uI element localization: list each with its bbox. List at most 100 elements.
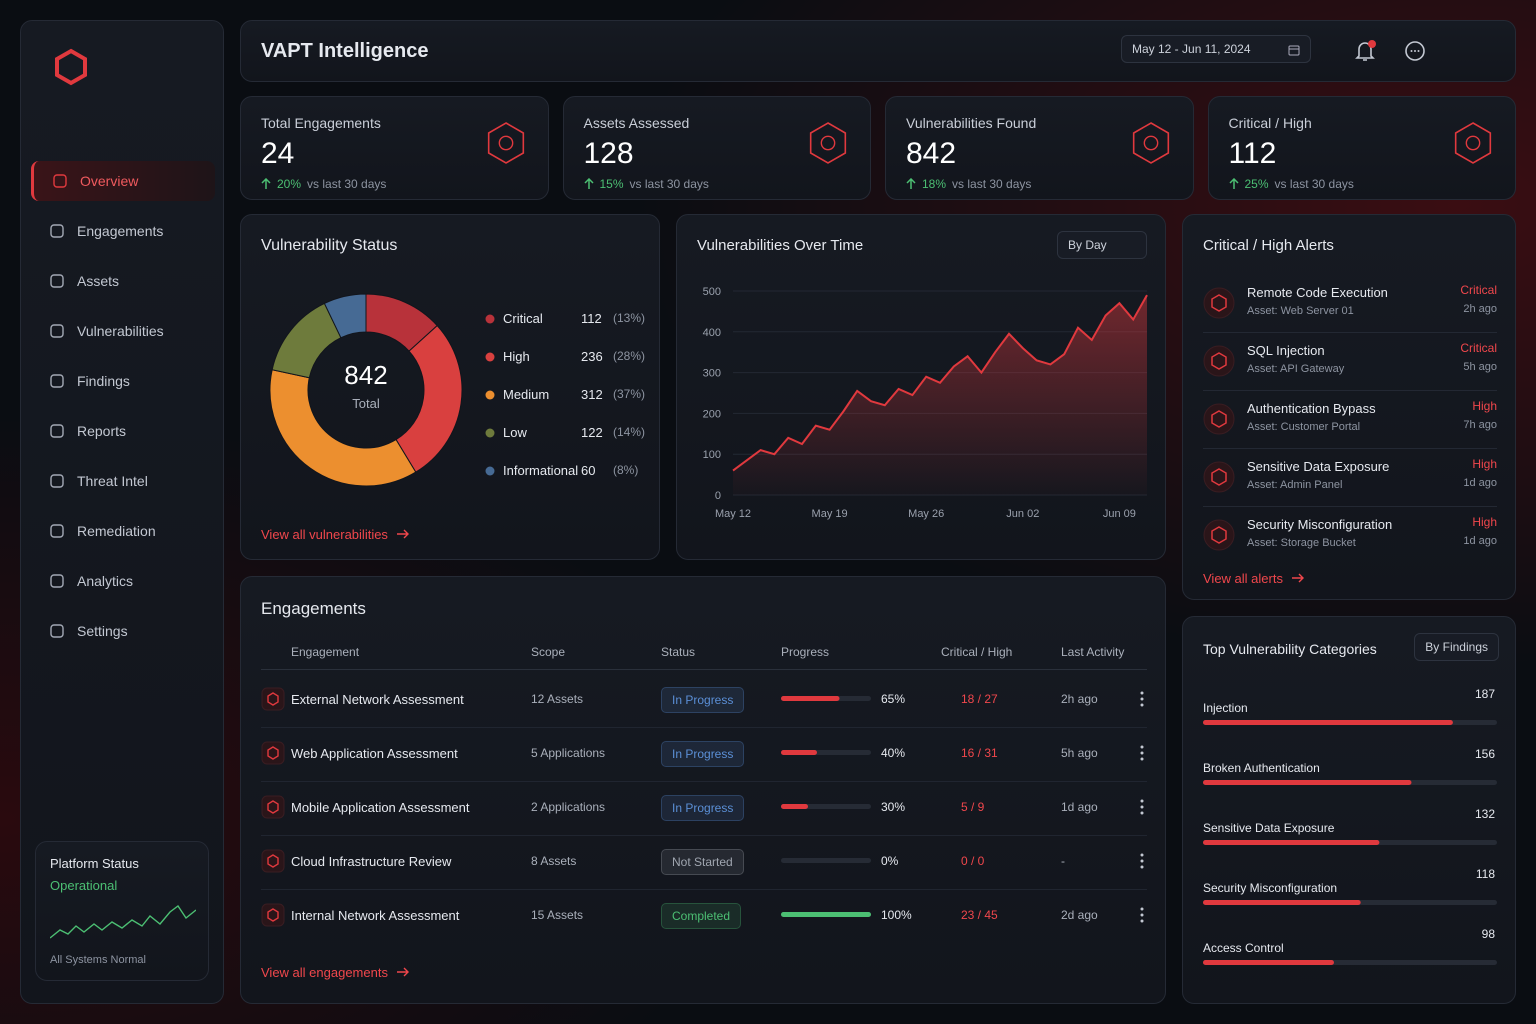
alert-item[interactable]: SQL Injection Asset: API Gateway Critical 5… (1195, 335, 1505, 387)
kpi-value: 128 (583, 137, 634, 170)
row-menu[interactable] (1137, 906, 1147, 924)
row-menu[interactable] (1137, 852, 1147, 870)
filter-dropdown[interactable]: By Day (1057, 231, 1147, 259)
card-title: Vulnerabilities Over Time (697, 237, 864, 254)
alert-severity: High (1472, 399, 1497, 413)
row-icon (261, 795, 285, 819)
kpi-change: 25% (1244, 177, 1269, 191)
alert-severity: High (1472, 457, 1497, 471)
nav-item[interactable]: Threat Intel (31, 461, 215, 501)
alert-item[interactable]: Security Misconfiguration Asset: Storage … (1195, 509, 1505, 561)
nav-icon (50, 424, 64, 438)
alert-item[interactable]: Sensitive Data Exposure Asset: Admin Pane… (1195, 451, 1505, 503)
legend-label: Medium (503, 387, 550, 402)
alert-item[interactable]: Authentication Bypass Asset: Customer Por… (1195, 393, 1505, 445)
arrow (583, 178, 594, 189)
arrow (1228, 178, 1239, 189)
arrow-icon (396, 967, 409, 977)
category-value: 132 (1474, 807, 1495, 821)
alert-item[interactable]: Remote Code Execution Asset: Web Server 0… (1195, 277, 1505, 329)
category-label: Broken Authentication (1203, 761, 1320, 775)
nav-label: Vulnerabilities (77, 323, 164, 339)
view-all-link[interactable]: View all alerts (1203, 571, 1305, 586)
kpi-value: 112 (1228, 137, 1277, 170)
profile-button[interactable] (1401, 37, 1429, 65)
view-all-link[interactable]: View all engagements (261, 965, 410, 980)
engagements-card: Engagements Engagement Scope Status Progress… (240, 576, 1166, 1004)
kpi-change-row: 20% vs last 30 days (261, 177, 386, 191)
category-value: 98 (1481, 927, 1495, 941)
y-tick-label: 100 (703, 449, 721, 461)
filter-dropdown[interactable]: By Findings (1414, 633, 1499, 661)
view-all-link[interactable]: View all vulnerabilities (261, 527, 410, 542)
line (732, 294, 1148, 472)
critical-high: 5 / 9 (961, 800, 985, 814)
alert-icon (1203, 287, 1235, 319)
status-badge: In Progress (661, 687, 745, 713)
nav-item[interactable]: Remediation (31, 511, 215, 551)
alert-severity: High (1472, 515, 1497, 529)
icon-bg (261, 687, 285, 711)
progress-bar (781, 804, 871, 809)
arrow (396, 529, 409, 539)
y-tick-label: 300 (703, 368, 721, 380)
page-title: VAPT Intelligence (261, 40, 429, 62)
dot (485, 466, 495, 476)
bar (1203, 900, 1361, 905)
menu-dot (1140, 865, 1144, 869)
row-menu[interactable] (1137, 690, 1147, 708)
nav-item[interactable]: Reports (31, 411, 215, 451)
nav-icon (50, 224, 64, 238)
nav-item[interactable]: Vulnerabilities (31, 311, 215, 351)
up-arrow (261, 178, 271, 189)
progress-label: 0% (881, 854, 899, 868)
kpi-card: Total Engagements 24 20% vs last 30 days (240, 96, 549, 200)
date-range-picker[interactable]: May 12 - Jun 11, 2024 (1121, 35, 1311, 63)
menu-dot (1140, 703, 1144, 707)
line-chart: 0 100 200 300 400 500 May 12 May 19 May 26 Jun 02… (703, 286, 1148, 520)
alert-severity: Critical (1460, 283, 1497, 297)
notifications-button[interactable] (1351, 37, 1379, 65)
kpi-change-row: 25% vs last 30 days (1228, 177, 1354, 191)
engagement-name: External Network Assessment (291, 692, 464, 707)
legend-label: Critical (503, 311, 543, 326)
icon-shape (267, 908, 279, 922)
row-menu[interactable] (1137, 798, 1147, 816)
donut-segment (269, 369, 417, 487)
nav-item[interactable]: Settings (31, 611, 215, 651)
status-badge: In Progress (661, 795, 745, 821)
sidebar: Overview Engagements Assets Vulnerabilities… (20, 20, 224, 1004)
row-menu[interactable] (1137, 744, 1147, 762)
nav-item[interactable]: Overview (31, 161, 215, 201)
nav-icon (50, 274, 64, 288)
kpi-note: vs last 30 days (307, 177, 387, 191)
nav-item[interactable]: Engagements (31, 211, 215, 251)
nav-item[interactable]: Analytics (31, 561, 215, 601)
separator (261, 781, 1147, 782)
nav-item[interactable]: Findings (31, 361, 215, 401)
category-label: Injection (1203, 701, 1248, 715)
engagement-scope: 8 Assets (531, 854, 577, 868)
donut-chart: 842 Total (269, 293, 463, 487)
nav-label: Engagements (77, 223, 164, 239)
nav-item[interactable]: Assets (31, 261, 215, 301)
icon-bg (1203, 403, 1235, 435)
engagement-name: Mobile Application Assessment (291, 800, 470, 815)
separator (261, 727, 1147, 728)
nav-icon (50, 524, 64, 538)
legend-dot (485, 314, 495, 324)
progress-fill (781, 912, 871, 917)
menu-dot (1140, 913, 1144, 917)
link-text: View all alerts (1203, 571, 1283, 586)
icon-shape (809, 122, 847, 164)
category-label: Security Misconfiguration (1203, 881, 1338, 895)
separator (1203, 332, 1497, 333)
legend-percent: (13%) (613, 311, 646, 325)
alert-asset: Asset: Customer Portal (1247, 421, 1361, 433)
alert-asset: Asset: Web Server 01 (1247, 305, 1354, 317)
arrow-icon (396, 529, 409, 539)
icon-bg (1203, 345, 1235, 377)
x-tick-label: Jun 09 (1103, 508, 1136, 520)
arrow (1291, 573, 1304, 583)
alert-time: 5h ago (1463, 361, 1497, 373)
